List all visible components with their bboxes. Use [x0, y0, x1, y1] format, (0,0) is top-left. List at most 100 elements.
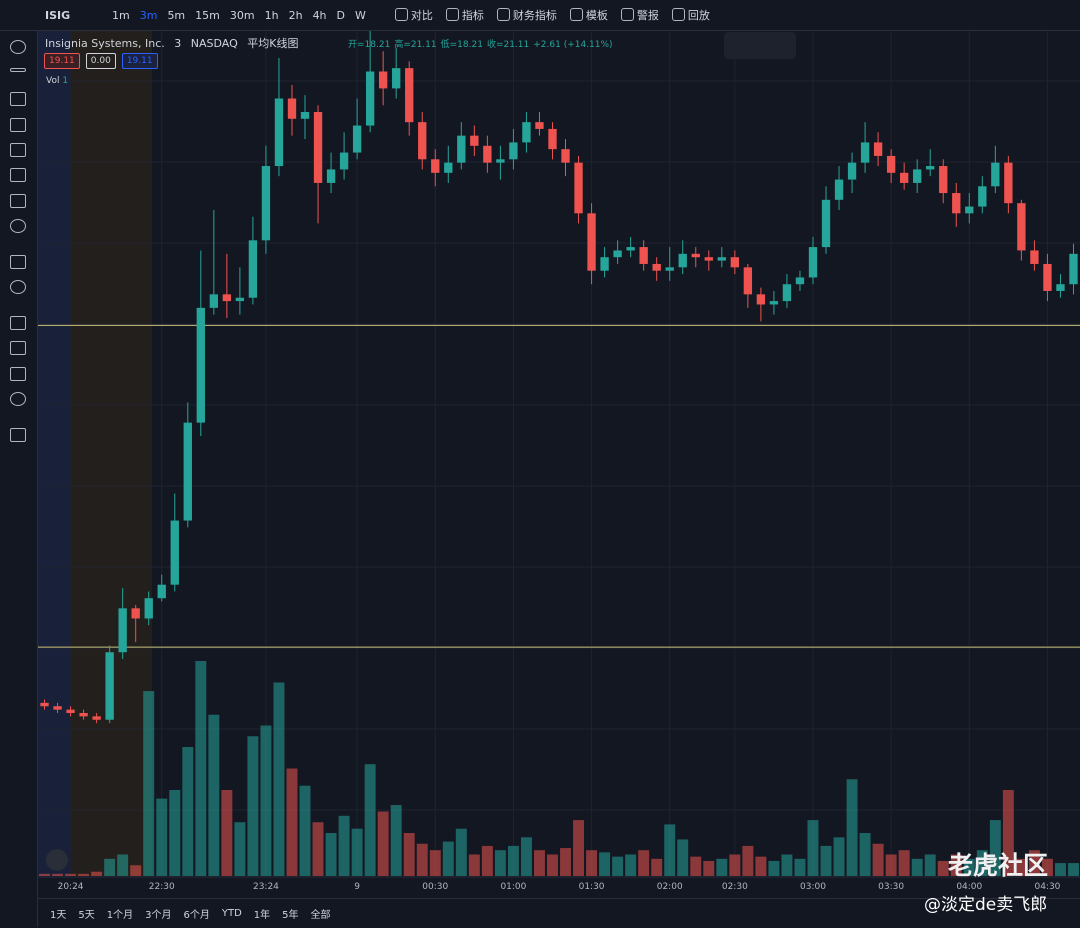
- candle-body: [952, 193, 961, 214]
- candle-body: [548, 128, 557, 150]
- candle-body: [821, 199, 831, 248]
- drawing-float-toolbar[interactable]: [724, 32, 796, 59]
- toolbar-button[interactable]: 回放: [668, 7, 719, 23]
- volume-bar: [989, 820, 1001, 876]
- zoom-tool[interactable]: [10, 280, 26, 294]
- lock-tool[interactable]: [10, 367, 26, 381]
- ruler-tool[interactable]: [10, 255, 26, 269]
- range-button[interactable]: 5天: [78, 910, 95, 921]
- price-box: 0.00: [85, 53, 116, 69]
- interval-button[interactable]: 4h: [312, 8, 327, 22]
- volume-bar: [455, 828, 467, 876]
- symbol[interactable]: ISIG: [45, 8, 71, 22]
- emoji-tool[interactable]: [10, 219, 26, 233]
- volume-bar: [156, 798, 168, 876]
- volume-bar: [481, 845, 493, 876]
- toolbar-button[interactable]: 模板: [566, 7, 617, 23]
- toolbar-button[interactable]: 财务指标: [493, 7, 566, 23]
- candle-body: [782, 284, 792, 302]
- volume-bar: [781, 854, 793, 876]
- interval-button[interactable]: 1h: [264, 8, 279, 22]
- candle-body: [352, 125, 362, 153]
- fib-tool[interactable]: [10, 92, 26, 106]
- volume-bar: [78, 873, 90, 876]
- interval-button[interactable]: 2h: [288, 8, 303, 22]
- interval-button[interactable]: 3m: [139, 8, 158, 22]
- range-button[interactable]: 3个月: [145, 910, 172, 921]
- watermark-brand: 老虎社区: [948, 851, 1049, 880]
- interval-button[interactable]: 30m: [229, 8, 255, 22]
- volume-bar: [260, 725, 272, 876]
- range-button[interactable]: 1天: [50, 910, 67, 921]
- toolbar-button[interactable]: 对比: [391, 7, 442, 23]
- candle-body: [378, 71, 388, 89]
- candle-body: [509, 142, 518, 160]
- forecast-tool[interactable]: [10, 194, 26, 208]
- volume-bar: [52, 873, 64, 876]
- volume-bar: [1068, 863, 1079, 876]
- x-tick-label: 00:30: [422, 882, 448, 892]
- range-button[interactable]: 1个月: [106, 910, 134, 921]
- candle-body: [587, 213, 596, 271]
- interval-button[interactable]: D: [336, 8, 346, 22]
- range-button[interactable]: 5年: [282, 910, 299, 921]
- interval-button[interactable]: 1m: [112, 8, 130, 22]
- volume-bar: [612, 856, 624, 876]
- range-button[interactable]: 1年: [253, 910, 271, 921]
- line-tool[interactable]: [10, 68, 26, 72]
- candle-body: [105, 652, 114, 720]
- volume-bar: [169, 790, 181, 876]
- toolbar-button[interactable]: 警报: [617, 7, 668, 23]
- text-tool[interactable]: [10, 143, 26, 157]
- volume-bar: [1002, 790, 1014, 876]
- volume-bar: [377, 811, 389, 876]
- volume-bar: [1028, 850, 1040, 876]
- lock-drawing-tool[interactable]: [10, 341, 26, 355]
- candle-body: [834, 179, 844, 200]
- session-premarket-b: [72, 31, 152, 876]
- range-bar: 1天 5天 1个月 3个月 6个月 YTD 1年 5年 全部: [38, 898, 1080, 928]
- ohlc-value: 收=21.11: [486, 40, 530, 50]
- candle-body: [1017, 203, 1026, 251]
- volume-bar: [664, 824, 676, 876]
- interval-button[interactable]: W: [355, 8, 366, 22]
- candle-body: [274, 98, 284, 167]
- candle-body: [795, 277, 805, 285]
- magnet-tool[interactable]: [10, 316, 26, 330]
- toolbar-button[interactable]: 指标: [442, 7, 493, 23]
- candle-body: [730, 257, 740, 268]
- volume-bar: [208, 714, 220, 876]
- candle-body: [1056, 284, 1065, 291]
- candle-body: [522, 122, 531, 143]
- volume-bar: [833, 837, 845, 876]
- crosshair-tool[interactable]: [10, 40, 26, 54]
- range-button[interactable]: 6个月: [183, 910, 210, 921]
- candle-body: [483, 145, 492, 163]
- volume-bar: [234, 822, 246, 876]
- volume-bar: [742, 845, 754, 876]
- candle-body: [339, 152, 349, 170]
- candle-body: [639, 247, 648, 264]
- trash-tool[interactable]: [10, 428, 26, 442]
- symbol-name: Insignia Systems, Inc.: [45, 37, 165, 50]
- volume-bar: [351, 828, 363, 876]
- volume-bar: [807, 820, 819, 876]
- x-tick-label: 22:30: [149, 882, 175, 892]
- interval-button[interactable]: 5m: [167, 8, 186, 22]
- x-tick-label: 01:00: [500, 882, 526, 892]
- candle-body: [978, 186, 987, 207]
- volume-bar: [586, 850, 598, 876]
- candle-body: [756, 294, 766, 305]
- brush-tool[interactable]: [10, 118, 26, 132]
- volume-bar: [325, 833, 337, 876]
- volume-bar: [729, 854, 741, 876]
- range-button[interactable]: 全部: [310, 910, 331, 921]
- hide-tool[interactable]: [10, 392, 26, 406]
- candle-body: [769, 301, 779, 305]
- candle-body: [1030, 250, 1039, 264]
- x-tick-label: 04:30: [1034, 882, 1060, 892]
- range-button[interactable]: YTD: [221, 908, 242, 919]
- interval-button[interactable]: 15m: [195, 8, 220, 22]
- pattern-tool[interactable]: [10, 168, 26, 182]
